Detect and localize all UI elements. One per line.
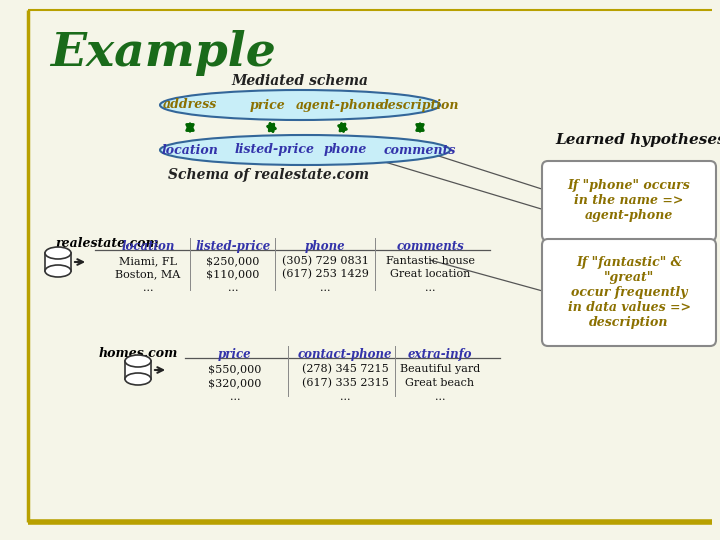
Ellipse shape (45, 265, 71, 277)
Text: price: price (250, 98, 286, 111)
Text: (278) 345 7215: (278) 345 7215 (302, 364, 388, 374)
Text: ...: ... (340, 392, 350, 402)
Text: Great beach: Great beach (405, 378, 474, 388)
Text: homes.com: homes.com (99, 347, 178, 360)
Text: Mediated schema: Mediated schema (232, 74, 369, 88)
Text: Beautiful yard: Beautiful yard (400, 364, 480, 374)
Ellipse shape (160, 90, 440, 120)
Text: ...: ... (425, 283, 436, 293)
Text: Great location: Great location (390, 269, 470, 279)
Ellipse shape (125, 373, 151, 385)
Ellipse shape (160, 135, 450, 165)
Text: listed-price: listed-price (235, 144, 315, 157)
FancyBboxPatch shape (542, 239, 716, 346)
Bar (45, 253, 71, 271)
Text: $110,000: $110,000 (207, 269, 260, 279)
Text: ...: ... (435, 392, 445, 402)
Text: comments: comments (396, 240, 464, 253)
Text: price: price (218, 348, 252, 361)
Text: If "phone" occurs
in the name =>
agent-phone: If "phone" occurs in the name => agent-p… (567, 179, 690, 222)
Text: location: location (121, 240, 175, 253)
Text: Fantastic house: Fantastic house (385, 256, 474, 266)
Text: phone: phone (323, 144, 366, 157)
Text: phone: phone (305, 240, 346, 253)
Text: (617) 253 1429: (617) 253 1429 (282, 269, 369, 279)
Text: agent-phone: agent-phone (296, 98, 384, 111)
Text: (305) 729 0831: (305) 729 0831 (282, 256, 369, 266)
Text: description: description (380, 98, 460, 111)
Text: extra-info: extra-info (408, 348, 472, 361)
Text: Schema of realestate.com: Schema of realestate.com (168, 168, 369, 182)
Text: address: address (163, 98, 217, 111)
Text: listed-price: listed-price (195, 240, 271, 253)
Ellipse shape (125, 355, 151, 367)
Text: realestate.com: realestate.com (55, 237, 158, 250)
Text: If "fantastic" &
"great"
occur frequently
in data values =>
description: If "fantastic" & "great" occur frequentl… (567, 256, 690, 329)
Text: ...: ... (228, 283, 238, 293)
Text: location: location (161, 144, 218, 157)
Text: ...: ... (230, 392, 240, 402)
Text: Miami, FL: Miami, FL (119, 256, 177, 266)
Text: $550,000: $550,000 (208, 364, 261, 374)
Text: (617) 335 2315: (617) 335 2315 (302, 378, 388, 388)
Text: comments: comments (384, 144, 456, 157)
Text: $250,000: $250,000 (207, 256, 260, 266)
Text: contact-phone: contact-phone (298, 348, 392, 361)
Text: Learned hypotheses: Learned hypotheses (555, 133, 720, 147)
Bar (125, 361, 151, 379)
Text: ...: ... (320, 283, 330, 293)
FancyBboxPatch shape (542, 161, 716, 241)
Text: Example: Example (50, 30, 276, 76)
Text: $320,000: $320,000 (208, 378, 261, 388)
Text: Boston, MA: Boston, MA (115, 269, 181, 279)
Text: ...: ... (143, 283, 153, 293)
Ellipse shape (45, 247, 71, 259)
